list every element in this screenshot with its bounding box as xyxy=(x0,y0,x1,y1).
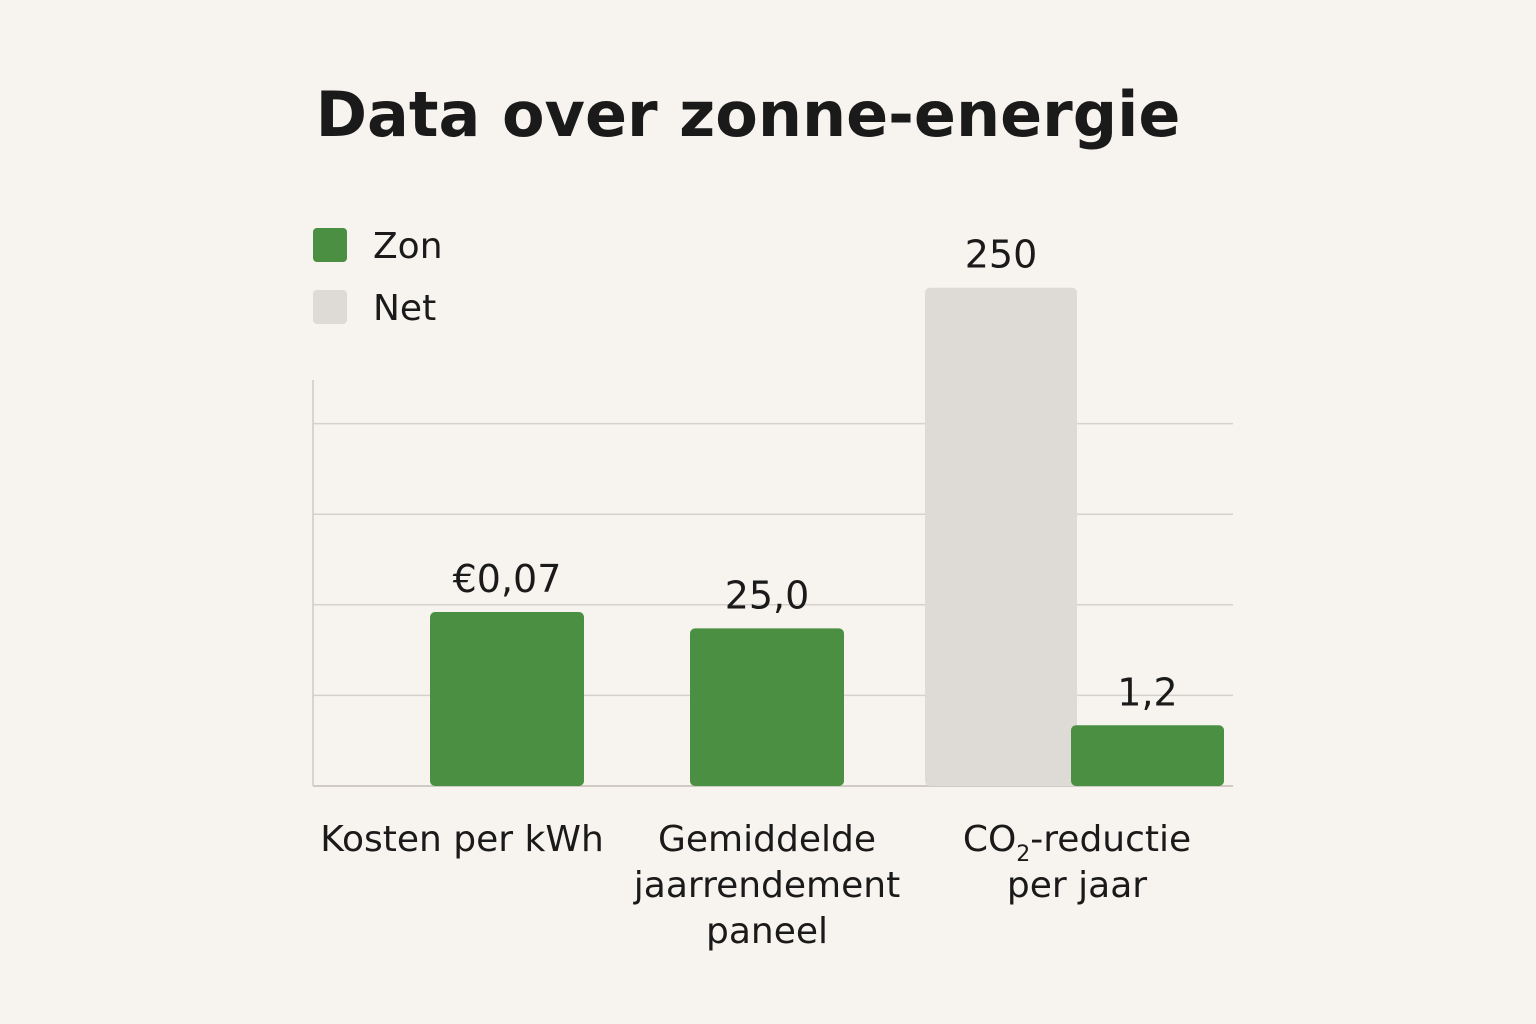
category-label-1-line-2: paneel xyxy=(706,911,828,952)
bar-net-2 xyxy=(925,287,1077,786)
category-label-1-line-1: jaarrendement xyxy=(633,865,900,906)
value-label-3: 1,2 xyxy=(1117,670,1177,714)
bar-zon-3 xyxy=(1071,725,1224,786)
value-label-0: €0,07 xyxy=(453,557,562,601)
bar-zon-0 xyxy=(430,612,584,786)
value-label-1: 25,0 xyxy=(725,573,810,617)
legend: Zon Net xyxy=(313,226,443,329)
value-labels: €0,07 25,0 250 1,2 xyxy=(453,233,1178,715)
category-label-2-line-1: per jaar xyxy=(1007,865,1147,906)
bar-zon-1 xyxy=(690,628,844,786)
category-label-1-line-0: Gemiddelde xyxy=(658,819,876,860)
legend-swatch-zon xyxy=(313,228,347,262)
category-label-0-line-0: Kosten per kWh xyxy=(320,819,604,860)
category-labels: Kosten per kWh Gemiddelde jaarrendement pan… xyxy=(320,819,1191,952)
value-label-2: 250 xyxy=(965,233,1038,277)
chart-title: Data over zonne-energie xyxy=(316,78,1181,151)
legend-label-zon: Zon xyxy=(373,226,443,267)
category-label-2-line-0: CO2-reductie xyxy=(963,819,1191,867)
legend-label-net: Net xyxy=(373,288,436,329)
legend-swatch-net xyxy=(313,290,347,324)
bars xyxy=(430,287,1224,786)
